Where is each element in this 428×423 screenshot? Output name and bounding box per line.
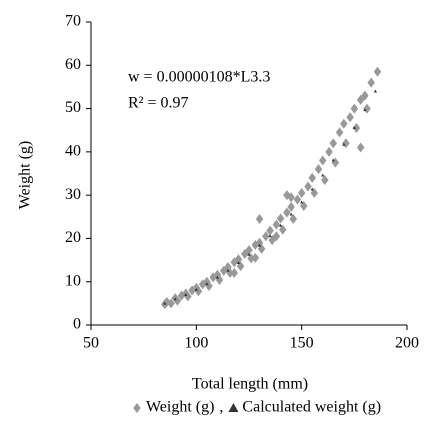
data-point [283,207,291,218]
legend-separator: , [219,399,223,416]
x-tick-label: 150 [290,335,314,352]
x-tick-label: 50 [83,335,99,352]
data-point [352,126,356,129]
data-point [367,77,375,88]
x-axis-label: Total length (mm) [192,376,308,393]
data-point [300,200,308,211]
data-point [300,200,304,204]
data-point [236,261,241,264]
x-tick-label: 100 [184,335,208,352]
data-point [268,234,272,238]
data-point [278,224,287,235]
legend-label: Weight (g) [146,399,214,416]
data-point [329,138,338,149]
data-point [262,231,270,242]
legend-marker [228,403,239,412]
data-point [245,245,253,256]
y-tick-label: 60 [65,56,81,73]
data-point [325,146,333,157]
data-point [363,103,371,114]
data-point [373,89,377,93]
legend-marker [133,403,141,413]
data-point [304,181,312,192]
legend-label: Calculated weight (g) [242,399,381,416]
data-point [373,66,382,77]
data-point [310,187,319,198]
data-point [167,298,175,309]
data-point [184,293,188,296]
data-point [287,192,295,203]
data-point [346,112,354,123]
y-axis-label: Weight (g) [17,141,34,209]
data-point [215,275,219,279]
x-tick-label: 200 [395,335,419,352]
data-point [331,158,335,162]
y-tick-label: 0 [73,316,81,333]
r-squared: R² = 0.97 [128,95,189,112]
data-point [310,187,314,191]
data-point [205,282,209,286]
data-point [293,194,302,205]
data-point [297,187,306,198]
y-tick-label: 30 [65,186,81,203]
equation: w = 0.00000108*L3.3 [128,69,270,86]
data-point [163,301,167,305]
data-point [289,213,297,224]
y-tick-label: 40 [65,143,81,160]
data-point [272,219,281,230]
data-point [308,172,316,183]
data-point [247,253,255,264]
data-point [251,252,260,263]
data-point [257,243,262,247]
y-tick-label: 70 [65,13,81,30]
data-point [340,118,348,129]
data-point [279,223,283,227]
data-point [361,90,369,101]
data-point [342,142,346,146]
data-point [266,225,274,236]
data-point [230,268,239,279]
data-point [287,201,295,212]
y-tick-label: 50 [65,99,81,116]
data-point [321,173,325,177]
data-point [350,103,359,114]
data-point [363,108,367,112]
data-point [272,231,281,242]
y-tick-label: 10 [65,272,81,289]
data-point [173,297,177,301]
y-tick-label: 20 [65,229,81,246]
data-point [356,142,365,153]
data-point [352,123,361,134]
data-point [318,155,327,166]
data-point [255,213,264,224]
data-point [276,213,285,224]
data-point [314,164,323,175]
data-point [247,252,251,256]
data-point [321,174,329,185]
data-point [342,138,350,149]
data-point [194,287,198,291]
data-point [289,212,293,216]
data-point [335,127,344,138]
data-point [226,268,230,272]
data-point [331,157,340,168]
